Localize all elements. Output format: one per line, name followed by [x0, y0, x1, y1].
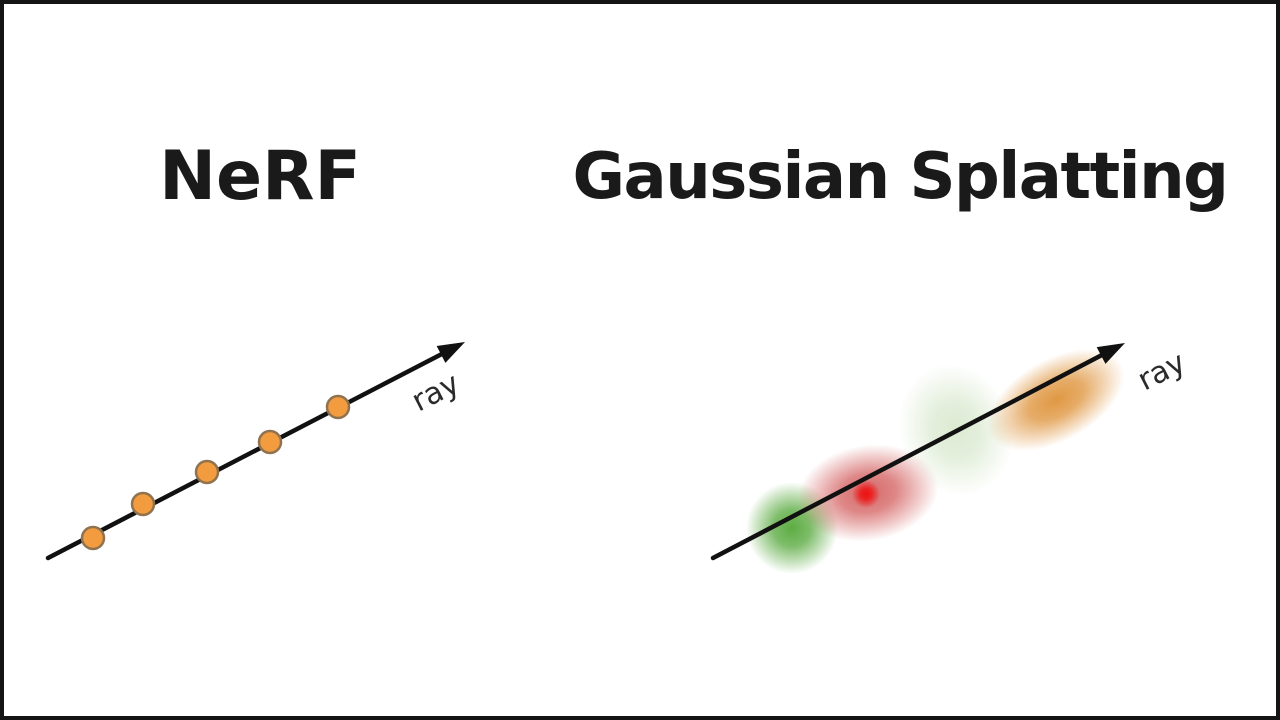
nerf-ray-group — [45, 342, 465, 561]
ray-line — [45, 348, 451, 561]
nerf-sample-point — [325, 394, 351, 420]
gaussian-splatting-title: Gaussian Splatting — [572, 140, 1229, 214]
gaussian-core-red — [852, 480, 880, 508]
nerf-sample-point — [257, 429, 283, 455]
nerf-sample-point — [80, 525, 106, 551]
ray-arrowhead — [436, 342, 465, 363]
ray-arrowhead — [1096, 343, 1125, 364]
nerf-sample-point — [130, 491, 156, 517]
ray-line — [710, 349, 1111, 561]
gaussian-blob-orange — [987, 348, 1125, 452]
gaussian-splatting-ray-group — [710, 343, 1125, 574]
nerf-sample-point — [194, 459, 220, 485]
nerf-title: NeRF — [159, 137, 361, 216]
